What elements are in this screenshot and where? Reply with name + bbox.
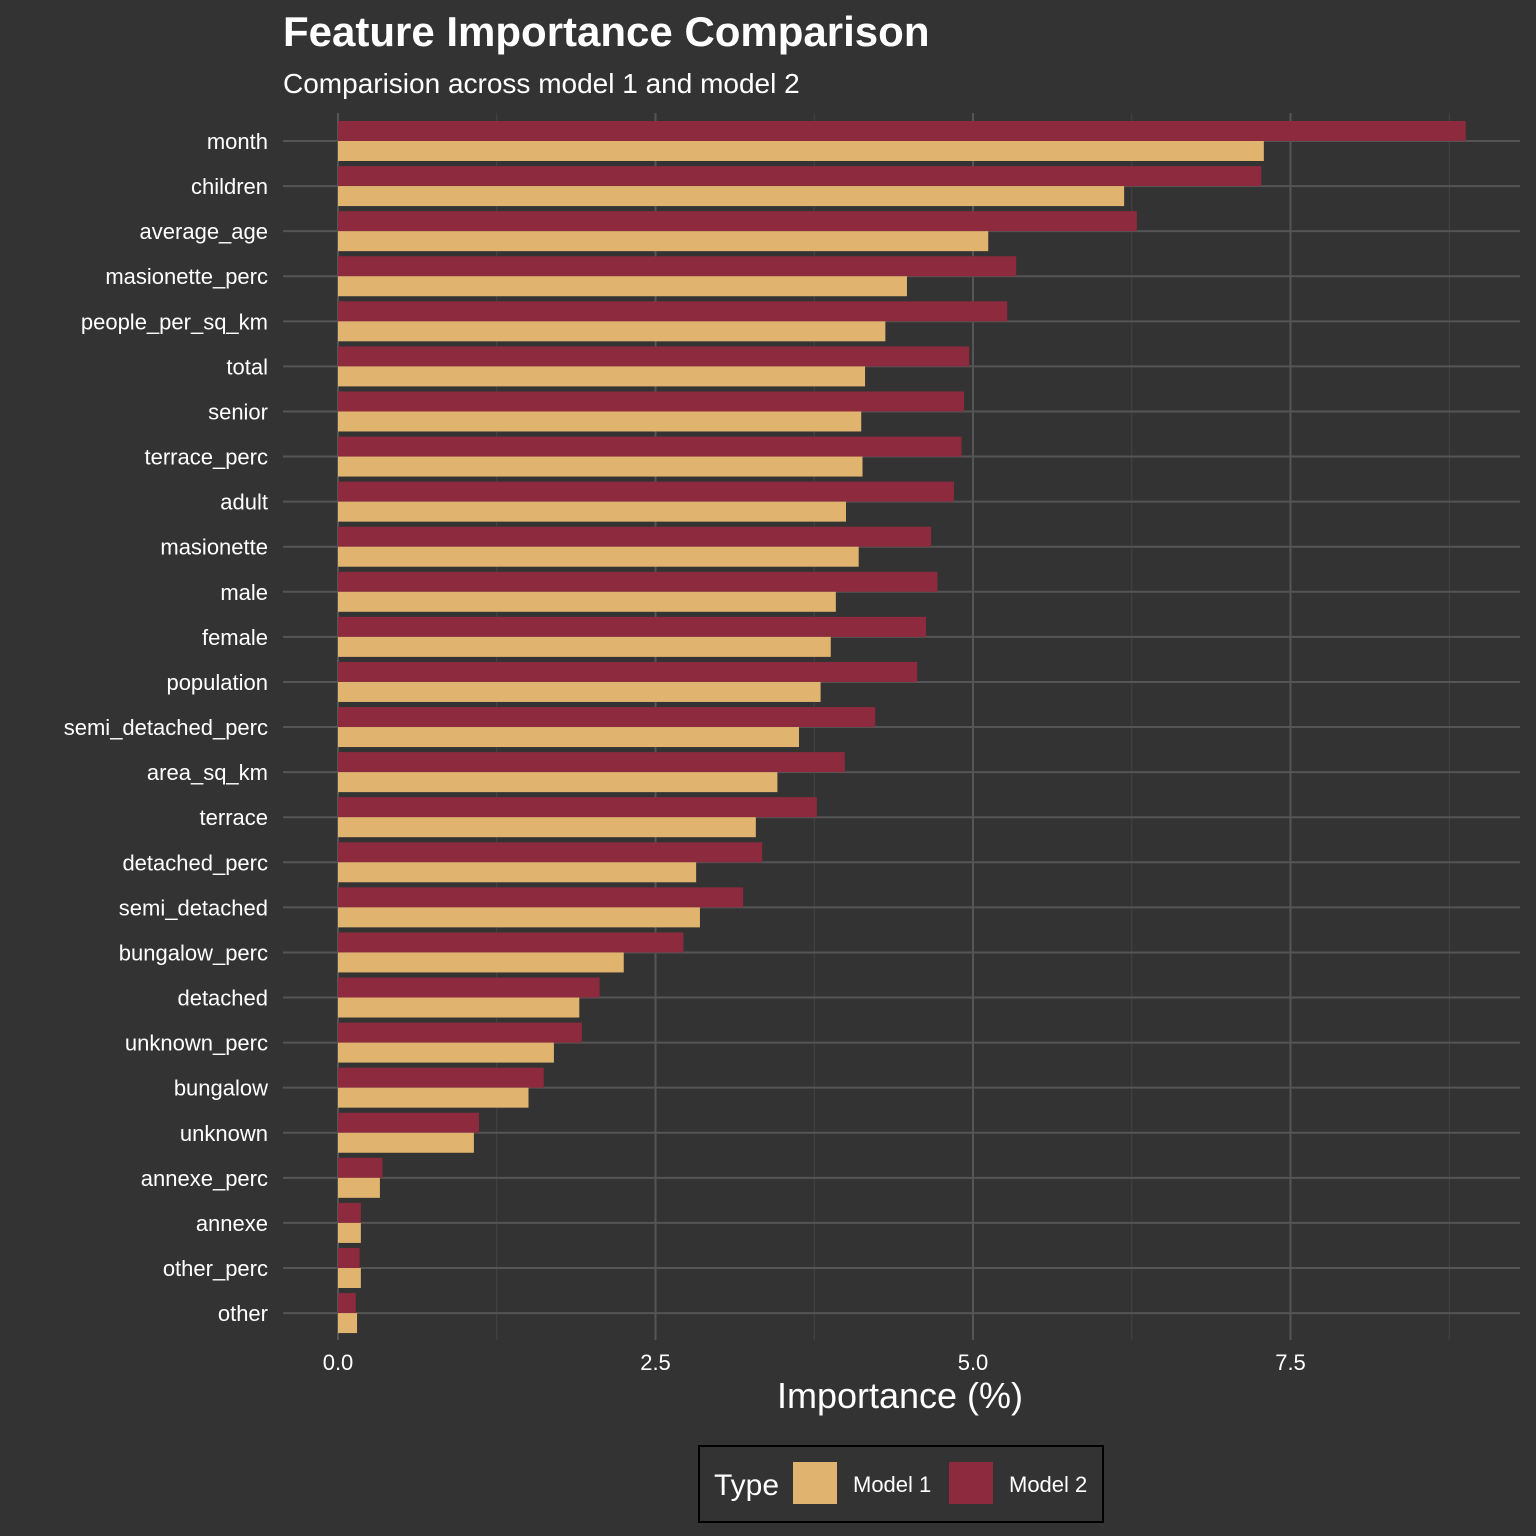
legend-box <box>698 1445 1104 1523</box>
y-tick-label: adult <box>220 490 268 515</box>
y-tick-label: detached <box>177 986 268 1011</box>
y-tick-label: unknown_perc <box>125 1031 268 1056</box>
bar-model-1-average_age <box>338 231 989 252</box>
bar-model-1-semi_detached <box>338 907 700 928</box>
bar-model-2-unknown <box>338 1112 479 1133</box>
y-tick-label: senior <box>208 399 268 424</box>
bar-model-1-other_perc <box>338 1268 361 1288</box>
bar-model-1-population <box>338 681 821 702</box>
bar-model-2-terrace <box>338 797 817 818</box>
y-tick-label: total <box>226 354 268 379</box>
y-tick-label: other_perc <box>163 1256 268 1281</box>
bar-model-1-semi_detached_perc <box>338 727 800 748</box>
x-tick-label: 0.0 <box>323 1350 354 1375</box>
y-tick-label: other <box>218 1301 268 1326</box>
bar-model-1-terrace_perc <box>338 456 863 477</box>
bar-model-2-bungalow <box>338 1067 544 1088</box>
bar-model-1-masionette <box>338 546 859 567</box>
y-tick-label: children <box>191 174 268 199</box>
y-tick-label: average_age <box>140 219 268 244</box>
x-tick-label: 5.0 <box>958 1350 989 1375</box>
x-tick-label: 2.5 <box>640 1350 671 1375</box>
bar-model-1-annexe <box>338 1222 361 1243</box>
bar-model-1-terrace <box>338 817 756 838</box>
bar-model-2-average_age <box>338 211 1137 232</box>
bar-model-2-bungalow_perc <box>338 932 684 953</box>
y-tick-label: bungalow <box>174 1076 268 1101</box>
legend-swatch-model-2 <box>949 1462 993 1504</box>
y-tick-label: female <box>202 625 268 650</box>
y-tick-label: area_sq_km <box>147 760 268 785</box>
y-axis-tick-labels: month children average_age masionette_percp… <box>64 129 268 1326</box>
legend-swatch-model-1 <box>793 1462 837 1504</box>
bar-model-1-unknown_perc <box>338 1042 554 1063</box>
bar-model-1-senior <box>338 411 862 432</box>
x-axis-tick-labels: 0.0 2.5 5.0 7.5 <box>323 1350 1306 1375</box>
y-tick-label: bungalow_perc <box>119 940 268 965</box>
bar-model-1-month <box>338 141 1264 161</box>
y-tick-label: annexe <box>196 1211 268 1236</box>
bar-model-2-terrace_perc <box>338 436 962 457</box>
bar-model-1-male <box>338 591 836 612</box>
bar-model-1-detached_perc <box>338 862 697 883</box>
bar-model-2-semi_detached_perc <box>338 707 876 728</box>
x-axis-title: Importance (%) <box>777 1375 1023 1416</box>
chart-title: Feature Importance Comparison <box>283 8 929 55</box>
bar-model-2-annexe <box>338 1202 361 1223</box>
legend-label-model-1: Model 1 <box>853 1472 931 1497</box>
bar-model-1-masionette_perc <box>338 276 907 297</box>
y-tick-label: masionette_perc <box>105 264 268 289</box>
bar-model-2-area_sq_km <box>338 752 845 773</box>
bar-model-2-masionette <box>338 526 932 547</box>
bar-model-2-detached <box>338 977 600 998</box>
chart-subtitle: Comparision across model 1 and model 2 <box>283 68 800 99</box>
bar-model-2-people_per_sq_km <box>338 301 1008 322</box>
bar-model-2-month <box>338 121 1466 141</box>
bar-model-1-area_sq_km <box>338 772 778 793</box>
bar-model-2-semi_detached <box>338 887 744 908</box>
bar-model-2-adult <box>338 481 954 502</box>
bar-series <box>338 121 1466 1334</box>
bar-model-2-other <box>338 1293 356 1314</box>
y-tick-label: semi_detached <box>119 895 268 920</box>
y-tick-label: semi_detached_perc <box>64 715 268 740</box>
bar-model-1-adult <box>338 501 846 522</box>
y-tick-label: annexe_perc <box>141 1166 268 1191</box>
bar-model-2-senior <box>338 391 965 412</box>
bar-model-2-masionette_perc <box>338 256 1017 277</box>
bar-model-1-other <box>338 1313 358 1334</box>
legend-label-model-2: Model 2 <box>1009 1472 1087 1497</box>
bar-model-1-bungalow_perc <box>338 952 624 973</box>
y-tick-label: detached_perc <box>122 850 268 875</box>
x-tick-label: 7.5 <box>1275 1350 1306 1375</box>
y-tick-label: unknown <box>180 1121 268 1146</box>
bar-model-1-unknown <box>338 1132 474 1153</box>
y-tick-label: people_per_sq_km <box>81 309 268 334</box>
bar-model-1-bungalow <box>338 1087 529 1108</box>
y-tick-label: terrace_perc <box>144 445 268 470</box>
bar-model-2-children <box>338 166 1262 187</box>
bar-model-2-unknown_perc <box>338 1022 582 1043</box>
y-tick-label: month <box>207 129 268 154</box>
bar-model-1-female <box>338 636 831 657</box>
bar-model-1-children <box>338 186 1125 207</box>
bar-model-2-female <box>338 616 927 637</box>
bar-model-2-other_perc <box>338 1248 360 1268</box>
bar-model-2-male <box>338 571 938 592</box>
bar-model-2-detached_perc <box>338 842 763 863</box>
bar-model-2-population <box>338 661 918 682</box>
bar-model-1-total <box>338 366 866 387</box>
bar-model-1-annexe_perc <box>338 1177 380 1198</box>
legend: Type Model 1 Model 2 <box>698 1445 1104 1523</box>
bar-model-2-annexe_perc <box>338 1157 383 1178</box>
y-tick-label: male <box>220 580 268 605</box>
bar-model-1-detached <box>338 997 580 1018</box>
bar-model-1-people_per_sq_km <box>338 321 886 342</box>
y-tick-label: terrace <box>200 805 268 830</box>
y-tick-label: masionette <box>160 535 268 560</box>
bar-model-2-total <box>338 346 970 367</box>
legend-title: Type <box>714 1469 779 1502</box>
y-tick-label: population <box>166 670 268 695</box>
